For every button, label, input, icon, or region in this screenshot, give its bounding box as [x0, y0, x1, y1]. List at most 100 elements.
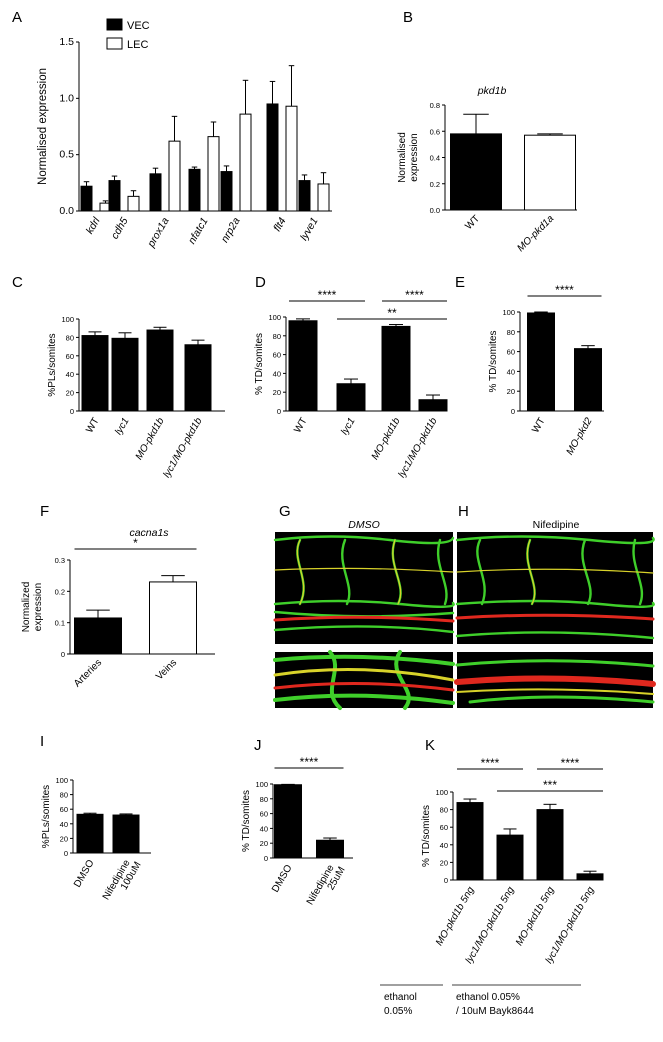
y-tick-label-j: 100 — [255, 780, 268, 789]
condition-right-line2: / 10uM Bayk8644 — [456, 1006, 534, 1017]
y-tick-label-a: 1.5 — [59, 36, 74, 48]
y-tick-label-c: 0 — [70, 407, 74, 416]
bar-a — [127, 195, 140, 212]
significance-label-f: * — [133, 536, 138, 550]
y-tick-label-i: 80 — [60, 791, 68, 800]
category-label-a: nrp2a — [219, 215, 243, 244]
y-tick-label-b: 0.0 — [430, 206, 440, 215]
category-label-k: MO-pkd1b 5ng — [434, 885, 477, 948]
category-label-a: lyve1 — [298, 216, 321, 243]
panel-label-k: K — [425, 737, 435, 754]
y-tick-label-e: 80 — [507, 328, 515, 337]
y-axis-title-d: % TD/somites — [254, 333, 265, 395]
y-tick-label-i: 20 — [60, 834, 68, 843]
y-tick-label-b: 0.6 — [430, 127, 440, 136]
category-label-c: lyc1 — [113, 416, 131, 437]
bar-i — [76, 813, 104, 854]
category-label-f: Arteries — [72, 657, 104, 689]
category-label-j: DMSO — [270, 863, 295, 895]
category-label-k: MO-pkd1b 5ng — [514, 885, 557, 948]
category-label-a: prox1a — [145, 215, 172, 250]
significance-label-e: **** — [555, 283, 574, 297]
chart-title-b: pkd1b — [477, 85, 507, 97]
y-tick-label-f: 0 — [61, 650, 65, 659]
y-tick-label-c: 20 — [66, 389, 74, 398]
y-tick-label-k: 40 — [440, 841, 448, 850]
y-tick-label-d: 60 — [273, 351, 281, 360]
category-label-a: cdh5 — [109, 215, 131, 241]
panel-label-f: F — [40, 503, 49, 520]
panel-label-h: H — [458, 503, 469, 520]
bar-j — [316, 839, 344, 859]
y-tick-label-j: 60 — [260, 810, 268, 819]
category-label-a: nfatc1 — [186, 216, 211, 247]
category-label-c: MO-pkd1b — [134, 416, 167, 462]
micrograph-nifedipine-title: Nifedipine — [533, 519, 580, 531]
bar-b — [524, 134, 576, 211]
category-label-c: WT — [84, 416, 101, 435]
condition-right-line1: ethanol 0.05% — [456, 992, 520, 1003]
bar-a — [168, 140, 181, 212]
panel-label-a: A — [12, 9, 22, 26]
y-tick-label-j: 20 — [260, 839, 268, 848]
chart-d: 0 20 40 60 80 100 % TD/somites WT lyc1 MO-pkd1bly… — [254, 288, 448, 480]
y-tick-label-b: 0.4 — [430, 154, 440, 163]
y-axis-title-c: %PLs/somites — [47, 333, 58, 396]
y-tick-label-e: 0 — [511, 407, 515, 416]
y-tick-label-a: 1.0 — [59, 92, 74, 104]
y-tick-label-f: 0.2 — [55, 587, 65, 596]
category-label-d: MO-pkd1b — [370, 416, 403, 462]
chart-a: 0.0 0.5 1.0 1.5 Normalised expression kdrl cdh… — [37, 18, 332, 250]
bar-a — [108, 180, 121, 212]
y-tick-label-a: 0.0 — [59, 205, 74, 217]
chart-c: 0 20 40 60 80 100%PLs/somites WT lyc1 MO-pkd1bly… — [47, 315, 225, 480]
y-tick-label-f: 0.1 — [55, 619, 65, 628]
y-tick-label-e: 20 — [507, 387, 515, 396]
panel-label-e: E — [455, 274, 465, 291]
y-tick-label-e: 100 — [502, 308, 515, 317]
y-tick-label-c: 100 — [61, 315, 74, 324]
bar-c — [146, 329, 174, 412]
y-tick-label-j: 40 — [260, 824, 268, 833]
category-label-i: DMSO — [72, 858, 97, 890]
significance-label-d: ** — [387, 306, 397, 320]
y-tick-label-b: 0.2 — [430, 180, 440, 189]
bar-a — [80, 185, 93, 212]
y-tick-label-c: 80 — [66, 333, 74, 342]
panel-label-g: G — [279, 503, 291, 520]
category-label-d: lyc1 — [339, 416, 357, 437]
y-axis-title-e: % TD/somites — [488, 330, 499, 392]
y-axis-title-i: %PLs/somites — [41, 785, 52, 848]
bar-d — [418, 399, 448, 412]
y-tick-label-k: 60 — [440, 823, 448, 832]
y-tick-label-i: 0 — [64, 849, 68, 858]
y-axis-title-f: expression — [33, 583, 44, 631]
y-tick-label-k: 20 — [440, 858, 448, 867]
micrograph-nifedipine: Nifedipine — [454, 519, 656, 708]
y-tick-label-e: 60 — [507, 348, 515, 357]
bar-k — [496, 834, 524, 881]
chart-title-f: cacna1s — [129, 527, 169, 539]
significance-label-d: **** — [405, 288, 424, 302]
bar-i — [112, 814, 140, 854]
y-tick-label-c: 60 — [66, 352, 74, 361]
y-tick-label-d: 0 — [277, 407, 281, 416]
bar-d — [381, 325, 411, 412]
category-label-c: lyc1/MO-pkd1b — [161, 416, 204, 480]
bar-a — [188, 168, 201, 212]
panel-label-b: B — [403, 9, 413, 26]
category-label-b: MO-pkd1a — [515, 213, 556, 254]
category-label-b: WT — [463, 213, 482, 232]
y-tick-label-e: 40 — [507, 367, 515, 376]
bar-a — [149, 173, 162, 212]
y-tick-label-f: 0.3 — [55, 556, 65, 565]
bar-a — [220, 171, 233, 212]
category-label-e: WT — [530, 416, 547, 435]
bar-d — [288, 320, 318, 412]
bar-c — [184, 344, 212, 412]
y-tick-label-c: 40 — [66, 370, 74, 379]
chart-b: 0.0 0.2 0.4 0.6 0.8 Normalised expression pkd1b… — [397, 85, 577, 254]
y-tick-label-j: 80 — [260, 795, 268, 804]
legend-swatch-a — [106, 37, 123, 50]
